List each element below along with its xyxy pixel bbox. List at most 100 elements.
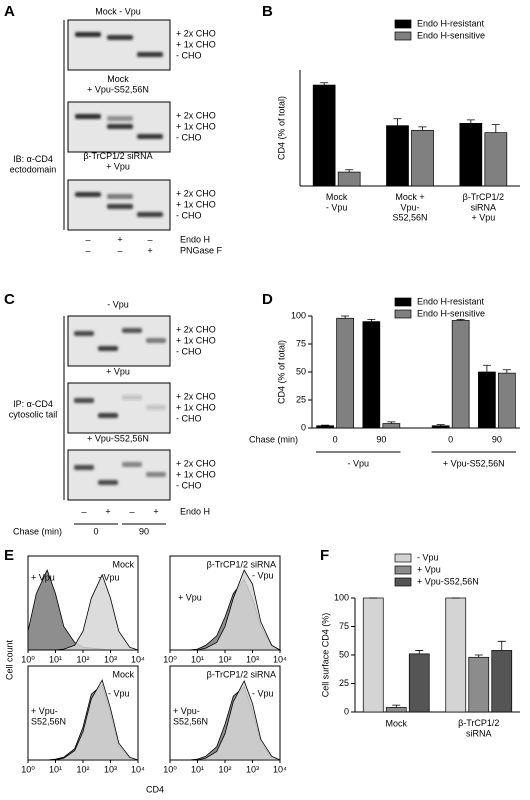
y-tick-label: 0 <box>301 422 306 432</box>
series-label: + Vpu-S52,56N <box>31 706 66 726</box>
treatment-sign: – <box>147 234 152 244</box>
error-bar <box>491 124 500 133</box>
legend-swatch <box>394 553 412 563</box>
panel-letter: D <box>262 291 273 308</box>
band <box>98 480 118 485</box>
x-tick-label: 10³ <box>104 764 117 774</box>
x-tick-label: 10³ <box>104 654 117 664</box>
x-tick-label: 90 <box>492 434 502 444</box>
bar <box>491 650 513 713</box>
series-label: - Vpu <box>252 570 274 580</box>
error-bar <box>392 704 401 708</box>
panel-title: Mock <box>112 559 134 569</box>
y-tick-label: 50 <box>339 649 349 659</box>
chase-time: 90 <box>139 526 149 536</box>
legend-label: Endo H-resistant <box>417 296 485 306</box>
bar <box>362 321 381 429</box>
treatment-name: Endo H <box>180 234 210 244</box>
histogram <box>28 573 139 651</box>
treatment-sign: – <box>85 234 90 244</box>
legend-swatch <box>394 297 412 307</box>
band <box>107 116 133 121</box>
legend-label: + Vpu-S52,56N <box>417 576 479 586</box>
band <box>98 346 118 351</box>
histogram <box>28 679 139 761</box>
error-bar <box>497 640 506 651</box>
error-bar <box>320 82 329 86</box>
panel-letter: F <box>320 547 329 564</box>
side-label: IP: α-CD4 cytosolic tail <box>9 399 58 419</box>
treatment-sign: + <box>147 245 152 255</box>
y-tick-label: 75 <box>296 338 306 348</box>
band-label: - CHO <box>176 480 202 490</box>
blot-title: - Vpu <box>107 299 129 309</box>
bar <box>408 653 430 713</box>
band <box>107 194 133 199</box>
x-tick-label: 10² <box>76 764 89 774</box>
band <box>146 405 166 410</box>
x-tick-label: 0 <box>333 434 338 444</box>
treatment-name: Endo H <box>180 506 210 516</box>
band <box>122 462 142 467</box>
band-label: - CHO <box>176 132 202 142</box>
panel-letter: C <box>4 291 15 308</box>
band-label: + 2x CHO <box>176 391 216 401</box>
band-label: + 1x CHO <box>176 335 216 345</box>
x-tick-label: 10² <box>76 654 89 664</box>
treatment-sign: – <box>81 506 86 516</box>
x-tick-label: 90 <box>376 434 386 444</box>
band <box>122 328 142 333</box>
band-label: + 2x CHO <box>176 28 216 38</box>
panel-letter: B <box>262 3 273 20</box>
band <box>75 114 101 119</box>
band <box>74 331 94 336</box>
band-label: + 1x CHO <box>176 121 216 131</box>
error-bar <box>474 654 483 658</box>
error-bar <box>456 318 465 321</box>
y-tick-label: 50 <box>296 366 306 376</box>
x-tick-label: 10¹ <box>49 764 62 774</box>
side-label: IB: α-CD4 ectodomain <box>10 154 57 174</box>
bar <box>468 656 490 713</box>
treatment-sign: – <box>129 506 134 516</box>
treatment-sign: + <box>153 506 158 516</box>
legend-swatch <box>394 309 412 319</box>
bar <box>386 125 409 187</box>
legend-label: Endo H-resistant <box>417 18 485 28</box>
bar <box>382 423 401 429</box>
band-label: - CHO <box>176 413 202 423</box>
bar <box>385 707 407 713</box>
y-axis-label: Cell count <box>4 639 14 680</box>
series-label: - Vpu <box>108 688 130 698</box>
blot-title: + Vpu-S52,56N <box>87 433 149 443</box>
y-tick-label: 75 <box>339 621 349 631</box>
band-label: + 1x CHO <box>176 402 216 412</box>
error-bar <box>367 318 376 322</box>
band-label: + 2x CHO <box>176 110 216 120</box>
y-axis-label: CD4 (% of total) <box>276 340 286 404</box>
x-tick-label: β-TrCP1/2 siRNA <box>458 718 499 738</box>
bar <box>312 84 336 187</box>
band-label: - CHO <box>176 50 202 60</box>
error-bar <box>418 126 427 131</box>
x-tick-label: 10² <box>218 764 231 774</box>
y-tick-label: 100 <box>291 310 306 320</box>
x-tick-label: Mock - Vpu <box>326 192 348 212</box>
bar <box>459 123 483 187</box>
band <box>146 338 166 343</box>
y-tick-label: 0 <box>344 706 349 716</box>
error-bar <box>466 119 475 124</box>
bar <box>478 371 496 429</box>
blot-title: Mock - Vpu <box>95 6 141 16</box>
treatment-name: PNGase F <box>180 245 223 255</box>
x-tick-label: 10⁴ <box>131 654 145 664</box>
error-bar <box>321 424 330 426</box>
error-bar <box>502 369 511 374</box>
band <box>107 204 133 209</box>
x-axis-label: CD4 <box>146 784 164 794</box>
chase-time: 0 <box>93 526 98 536</box>
treatment-sign: + <box>105 506 110 516</box>
histogram <box>170 569 282 651</box>
x-tick-label: 10⁰ <box>163 764 177 774</box>
x-tick-label: 0 <box>448 434 453 444</box>
